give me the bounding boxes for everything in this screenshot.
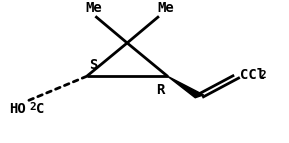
Text: S: S <box>90 58 98 72</box>
Text: C: C <box>36 102 45 116</box>
Text: R: R <box>156 83 165 97</box>
Text: HO: HO <box>9 102 26 116</box>
Polygon shape <box>168 76 204 98</box>
Text: CCl: CCl <box>240 68 265 82</box>
Text: Me: Me <box>158 1 175 15</box>
Text: 2: 2 <box>260 70 266 80</box>
Text: Me: Me <box>86 1 102 15</box>
Text: 2: 2 <box>29 102 36 112</box>
